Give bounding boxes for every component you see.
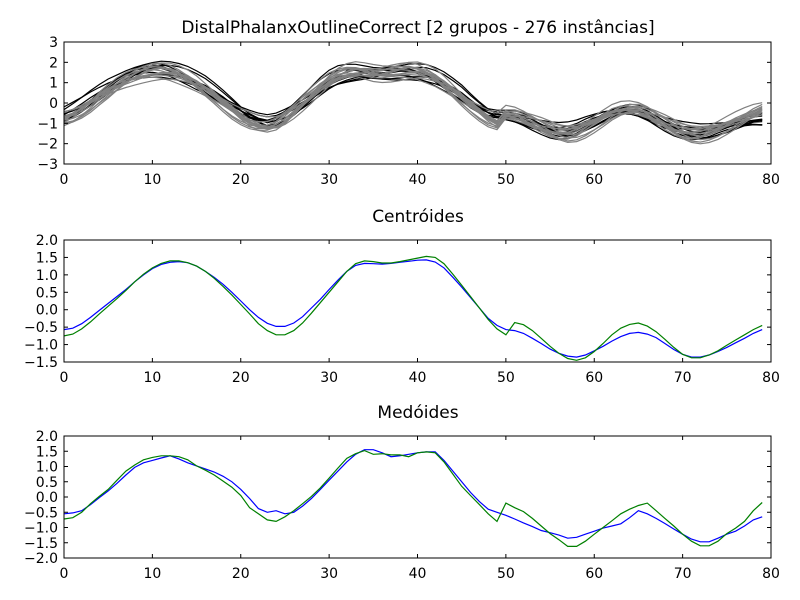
y-tick-label: 1	[49, 76, 58, 92]
chart-title: DistalPhalanxOutlineCorrect [2 grupos - …	[181, 18, 654, 38]
medoids-title: Medóides	[377, 403, 458, 423]
x-tick-label: 0	[60, 370, 69, 386]
y-tick-label: −2	[37, 137, 58, 153]
y-tick-label: −1	[37, 116, 58, 132]
centroids-series-2-line	[64, 255, 763, 361]
y-tick-label: 0.0	[36, 303, 58, 319]
centroids-title: Centróides	[372, 207, 464, 227]
x-tick-label: 20	[232, 566, 250, 582]
x-tick-label: 40	[409, 370, 427, 386]
instances-series-2-member-9	[64, 61, 763, 137]
y-tick-label: 0.0	[36, 490, 58, 506]
y-tick-label: 2.0	[36, 429, 58, 445]
x-tick-label: 10	[143, 172, 161, 188]
y-tick-label: −0.5	[24, 320, 58, 336]
instances-axes: 0 10 20 30 40 50 60 70 80 −3 −2 −1 0 1 2 3	[37, 35, 780, 188]
x-tick-label: 80	[762, 172, 780, 188]
x-tick-label: 70	[674, 370, 692, 386]
y-tick-label: −1.5	[24, 355, 58, 371]
medoids-series-1-line	[64, 449, 763, 543]
instances-series-2-member-10	[64, 67, 763, 135]
y-tick-label: −2.0	[24, 551, 58, 567]
instances-series-2-member-6	[64, 61, 763, 132]
y-tick-label: 2.0	[36, 233, 58, 249]
x-tick-label: 50	[497, 566, 515, 582]
y-tick-label: 0.5	[36, 285, 58, 301]
instances-series-2-member-11	[64, 72, 763, 140]
x-tick-label: 80	[762, 566, 780, 582]
x-tick-label: 30	[320, 370, 338, 386]
x-tick-label: 10	[143, 566, 161, 582]
x-tick-label: 60	[585, 172, 603, 188]
y-tick-label: 3	[49, 35, 58, 51]
x-tick-label: 40	[409, 172, 427, 188]
instances-series-2-member-14	[64, 61, 763, 139]
x-tick-label: 20	[232, 370, 250, 386]
x-tick-label: 70	[674, 172, 692, 188]
x-tick-label: 80	[762, 370, 780, 386]
x-tick-label: 30	[320, 566, 338, 582]
x-tick-label: 50	[497, 370, 515, 386]
x-tick-label: 30	[320, 172, 338, 188]
centroids-axes: 0 10 20 30 40 50 60 70 80 −1.5−1.0 −0.50.0 0.51.0 1.…	[24, 233, 780, 386]
y-tick-label: 2	[49, 55, 58, 71]
instances-series-2-member-12	[64, 67, 763, 145]
x-tick-label: 10	[143, 370, 161, 386]
x-tick-label: 20	[232, 172, 250, 188]
y-tick-label: 1.5	[36, 444, 58, 460]
x-tick-label: 50	[497, 172, 515, 188]
medoids-axes: 0 10 20 30 40 50 60 70 80−2.0−1.5−1.0−0.50.00.51…	[24, 429, 780, 582]
x-tick-label: 60	[585, 370, 603, 386]
y-tick-label: −0.5	[24, 505, 58, 521]
y-tick-label: −1.5	[24, 536, 58, 552]
medoids-series-2-line	[64, 449, 763, 548]
y-tick-label: 1.0	[36, 460, 58, 476]
x-tick-label: 0	[60, 172, 69, 188]
y-tick-label: 1.5	[36, 250, 58, 266]
y-tick-label: 0	[49, 96, 58, 112]
y-tick-label: −1.0	[24, 338, 58, 354]
y-tick-label: −1.0	[24, 521, 58, 537]
y-tick-label: −3	[37, 157, 58, 173]
x-tick-label: 0	[60, 566, 69, 582]
y-tick-label: 0.5	[36, 475, 58, 491]
y-tick-label: 1.0	[36, 268, 58, 284]
x-tick-label: 70	[674, 566, 692, 582]
x-tick-label: 60	[585, 566, 603, 582]
x-tick-label: 40	[409, 566, 427, 582]
